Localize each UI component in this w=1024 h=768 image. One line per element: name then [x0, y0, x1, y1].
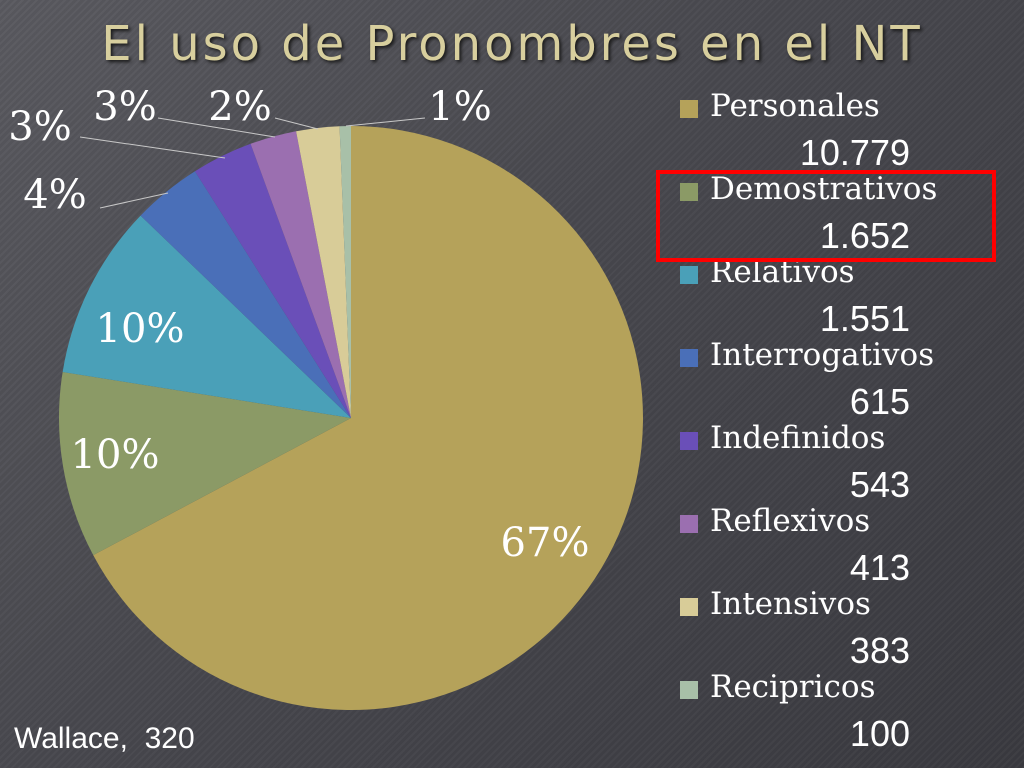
- legend-item-demostrativos: Demostrativos 1.652: [680, 171, 1000, 256]
- pie-slice-interrogativos: [140, 171, 351, 418]
- pie-label-interrogativos: 4%: [23, 172, 86, 218]
- legend-swatch: [680, 266, 698, 284]
- legend-item-recipricos: Recipricos 100: [680, 669, 1000, 754]
- legend-swatch: [680, 349, 698, 367]
- legend-item-personales: Personales 10.779: [680, 88, 1000, 173]
- legend-label: Personales: [710, 88, 880, 124]
- pie-slice-relativos: [62, 215, 352, 418]
- legend-swatch: [680, 432, 698, 450]
- page-title: El uso de Pronombres en el NT: [101, 16, 923, 72]
- highlight-box-demostrativos: [656, 170, 996, 262]
- legend-swatch: [680, 681, 698, 699]
- legend-swatch: [680, 100, 698, 118]
- legend-label: Interrogativos: [710, 337, 935, 373]
- legend-count: 1.652: [819, 215, 910, 256]
- legend-label: Indefinidos: [710, 420, 886, 456]
- leader-line-intensivos: [274, 117, 319, 130]
- legend-swatch: [680, 598, 698, 616]
- legend-item-intensivos: Intensivos 383: [680, 586, 1000, 671]
- chart-legend: Personales 10.779 Demostrativos 1.652 Relati…: [680, 88, 1000, 754]
- pie-slice-recipricos: [339, 126, 351, 418]
- leader-line-interrogativos: [99, 192, 169, 209]
- pie-label-indefinidos: 3%: [8, 104, 71, 150]
- legend-label: Reflexivos: [710, 503, 871, 539]
- legend-label: Demostrativos: [710, 171, 938, 207]
- pie-label-demostrativos: 10%: [71, 432, 160, 478]
- legend-label: Recipricos: [710, 669, 876, 705]
- legend-item-relativos: Relativos 1.551: [680, 254, 1000, 339]
- legend-item-reflexivos: Reflexivos 413: [680, 503, 1000, 588]
- pie-slice-intensivos: [296, 126, 351, 418]
- legend-count: 615: [849, 381, 910, 422]
- source-citation: Wallace, 320: [14, 722, 195, 755]
- legend-count: 100: [849, 713, 910, 754]
- legend-count: 543: [849, 464, 910, 505]
- pie-slice-reflexivos: [250, 131, 351, 418]
- legend-count: 383: [849, 630, 910, 671]
- pie-label-intensivos: 2%: [208, 84, 271, 130]
- pie-label-personales: 67%: [501, 520, 590, 566]
- legend-count: 413: [849, 547, 910, 588]
- pie-slice-personales: [93, 126, 643, 710]
- legend-swatch: [680, 183, 698, 201]
- leader-line-reflexivos: [157, 117, 276, 138]
- pie-label-reflexivos: 3%: [93, 84, 156, 130]
- leader-line-recipricos: [345, 117, 426, 127]
- legend-label: Intensivos: [710, 586, 871, 622]
- legend-count: 1.551: [819, 298, 910, 339]
- legend-item-indefinidos: Indefinidos 543: [680, 420, 1000, 505]
- legend-swatch: [680, 515, 698, 533]
- pie-slice-demostrativos: [58, 371, 351, 556]
- legend-count: 10.779: [799, 132, 910, 173]
- pie-label-recipricos: 1%: [428, 84, 491, 130]
- leader-line-indefinidos: [79, 136, 226, 159]
- legend-item-interrogativos: Interrogativos 615: [680, 337, 1000, 422]
- pie-slice-indefinidos: [194, 143, 351, 418]
- pie-label-relativos: 10%: [96, 306, 185, 352]
